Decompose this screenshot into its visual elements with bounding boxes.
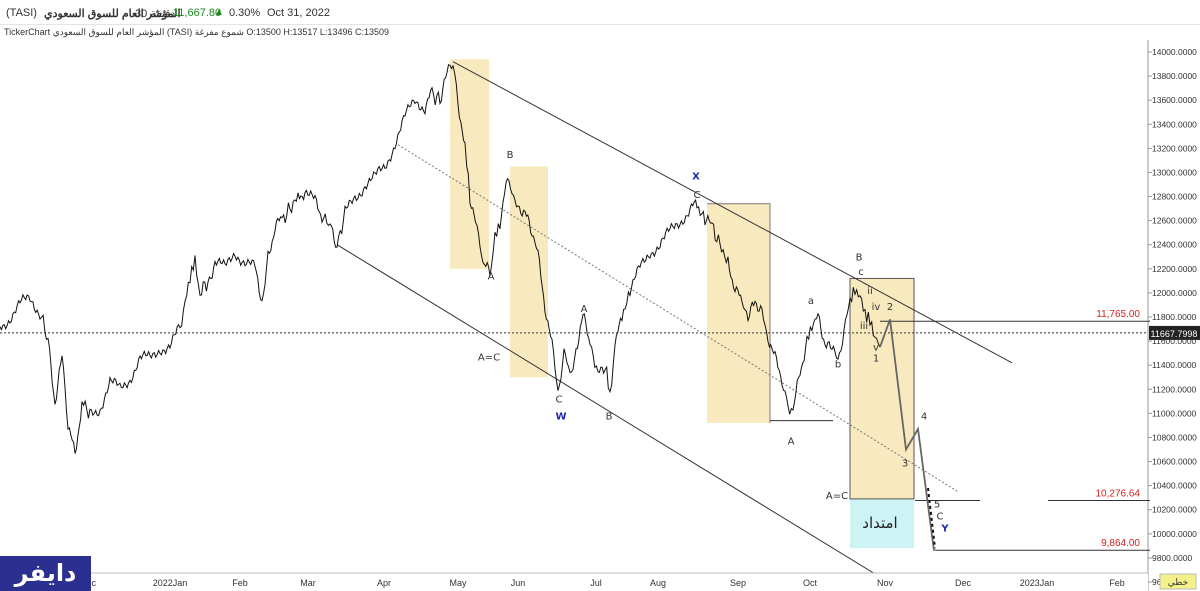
wave-label-10: a	[808, 296, 814, 307]
level-label-0: 11,765.00	[1096, 309, 1140, 320]
x-tick-label-6: Jun	[511, 578, 526, 588]
scale-toggle-label: خطي	[1168, 578, 1188, 588]
wave-label-9: A	[788, 437, 795, 448]
wave-label-22: A=C	[826, 491, 848, 502]
x-tick-label-10: Oct	[803, 578, 818, 588]
y-tick-label-18: 13200.0000	[1152, 143, 1197, 153]
last-price: 11,667.80	[173, 7, 222, 19]
y-tick-label-7: 11000.0000	[1152, 408, 1197, 418]
y-tick-label-16: 12800.0000	[1152, 192, 1197, 202]
wave-label-19: 1	[873, 354, 879, 365]
x-tick-label-12: Dec	[955, 578, 972, 588]
x-tick-label-9: Sep	[730, 578, 746, 588]
x-tick-label-3: Mar	[300, 578, 316, 588]
projection-line-0	[879, 319, 935, 551]
level-label-1: 10,276.64	[1096, 488, 1141, 499]
x-tick-label-2: Feb	[232, 578, 248, 588]
y-tick-label-1: 9800.0000	[1152, 553, 1192, 563]
header-date: Oct 31, 2022	[267, 7, 330, 19]
y-tick-label-3: 10200.0000	[1152, 505, 1197, 515]
wave-box-outline	[849, 277, 915, 500]
current-price-badge	[1149, 325, 1200, 340]
x-tick-label-5: May	[449, 578, 467, 588]
channel-line-1	[336, 244, 904, 591]
x-tick-label-14: Feb	[1109, 578, 1125, 588]
wave-label-4: W	[555, 411, 566, 422]
channel-line-0	[452, 61, 1013, 364]
y-tick-label-11: 11800.0000	[1152, 312, 1197, 322]
wave-label-20: 3	[902, 458, 908, 469]
y-tick-label-15: 12600.0000	[1152, 216, 1197, 226]
wave-label-6: B	[606, 411, 613, 422]
wave-label-7: X	[692, 172, 700, 183]
y-tick-label-4: 10400.0000	[1152, 481, 1197, 491]
x-tick-label-13: 2023Jan	[1020, 578, 1055, 588]
watermark-logo: دايفر	[0, 556, 91, 591]
current-price-label: 11667.7998	[1151, 329, 1198, 339]
y-tick-label-2: 10000.0000	[1152, 529, 1197, 539]
plot-area	[0, 40, 1148, 591]
x-tick-label-8: Aug	[650, 578, 666, 588]
y-tick-label-13: 12200.0000	[1152, 264, 1197, 274]
interval-selector[interactable]: 30 دقيقة	[135, 8, 176, 20]
y-tick-label-14: 12400.0000	[1152, 240, 1197, 250]
wave-label-14: ii	[867, 286, 873, 297]
wave-label-25: Y	[940, 523, 949, 534]
x-tick-label-7: Jul	[590, 578, 602, 588]
symbol-name: المؤشر العام للسوق السعودي	[44, 8, 181, 20]
scale-toggle-button[interactable]	[1159, 573, 1197, 590]
wave-label-8: C	[694, 190, 701, 201]
y-tick-label-12: 12000.0000	[1152, 288, 1197, 298]
y-tick-label-5: 10600.0000	[1152, 457, 1197, 467]
wave-label-18: v	[873, 343, 879, 354]
x-tick-label-1: 2022Jan	[153, 578, 188, 588]
y-tick-label-8: 11200.0000	[1152, 384, 1197, 394]
level-label-3: 9,864.00	[1101, 538, 1140, 549]
chart-header: (TASI) المؤشر العام للسوق السعودي 30 دقي…	[0, 0, 1200, 25]
change-arrow-icon: ▲	[214, 7, 224, 18]
wave-box-1	[510, 166, 548, 378]
wave-label-23: 5	[934, 499, 940, 510]
wave-label-16: 2	[887, 302, 893, 313]
channel-line-2	[397, 144, 959, 493]
wave-box-3	[850, 278, 914, 499]
y-tick-label-22: 14000.0000	[1152, 47, 1197, 57]
y-tick-label-20: 13600.0000	[1152, 95, 1197, 105]
x-axis-strip	[0, 573, 1148, 591]
wave-label-17: iii	[860, 321, 868, 332]
x-tick-label-11: Nov	[877, 578, 894, 588]
wave-label-3: C	[556, 395, 563, 406]
wave-label-21: 4	[921, 411, 927, 422]
change-percent: 0.30%	[229, 7, 261, 19]
x-tick-label-4: Apr	[377, 578, 391, 588]
wave-label-15: iv	[872, 302, 881, 313]
symbol-code: (TASI)	[6, 7, 37, 19]
ohlc-readout: TickerChart المؤشر العام للسوق السعودي (…	[4, 27, 389, 37]
wave-label-12: B	[856, 252, 863, 263]
wave-label-11: b	[835, 360, 841, 371]
wave-box-0	[450, 59, 489, 269]
projection-dashed-leg	[927, 487, 936, 549]
y-tick-label-17: 13000.0000	[1152, 167, 1197, 177]
wave-label-1: B	[507, 150, 514, 161]
y-tick-label-21: 13800.0000	[1152, 71, 1197, 81]
wave-box-4	[850, 498, 914, 549]
wave-label-5: A	[581, 304, 588, 315]
wave-box-2	[707, 203, 770, 423]
wave-label-24: C	[937, 511, 944, 522]
wave-label-2: A=C	[478, 352, 500, 363]
wave-box-edge	[707, 203, 771, 423]
y-tick-label-19: 13400.0000	[1152, 119, 1197, 129]
wave-label-26: امتداد	[862, 514, 897, 532]
y-tick-label-9: 11400.0000	[1152, 360, 1197, 370]
y-tick-label-10: 11600.0000	[1152, 336, 1197, 346]
price-series	[0, 63, 881, 454]
wave-label-0: A	[488, 272, 495, 283]
wave-label-13: c	[858, 267, 864, 278]
y-tick-label-6: 10800.0000	[1152, 432, 1197, 442]
